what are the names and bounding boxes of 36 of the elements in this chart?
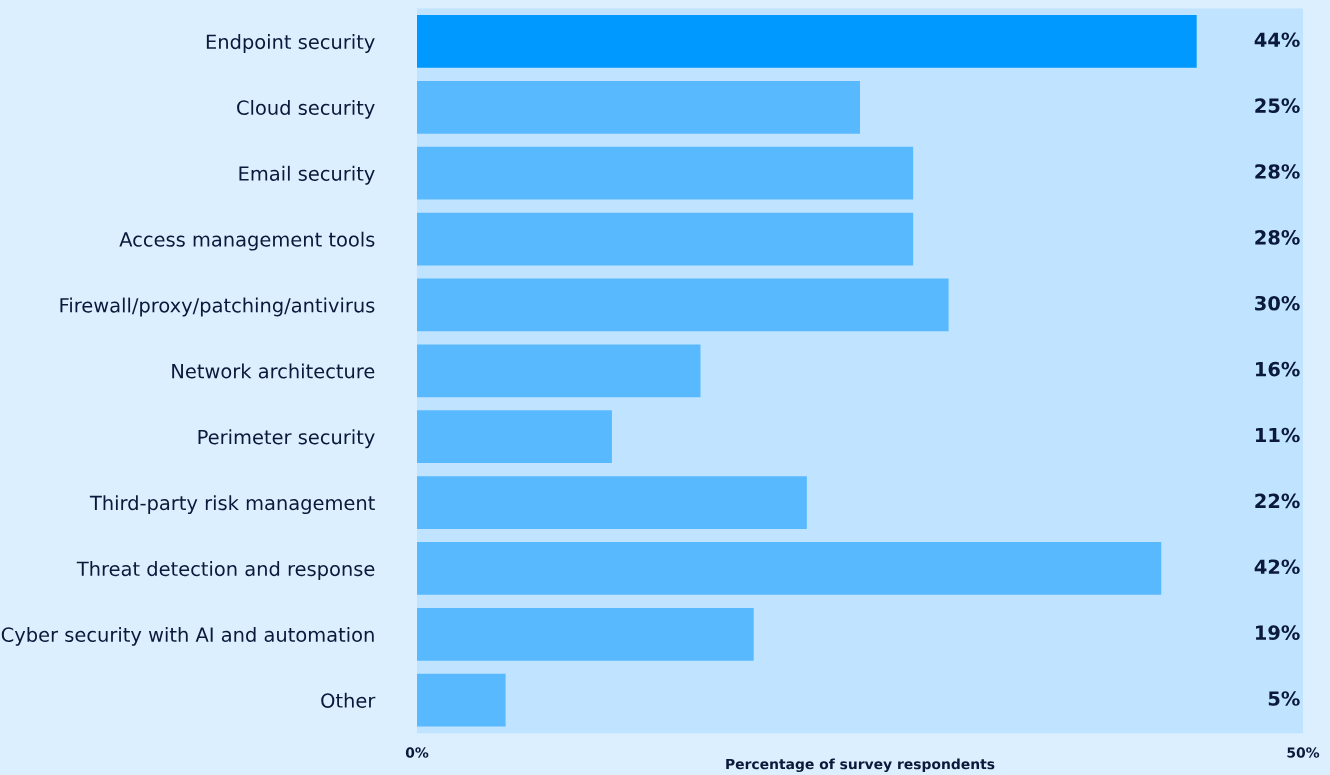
y-tick-label: Other <box>321 692 376 708</box>
data-label: 5% <box>1268 691 1300 706</box>
x-tick-label: 50% <box>1287 747 1320 758</box>
bar <box>417 278 949 332</box>
y-tick-label: Cyber security with AI and automation <box>1 626 374 646</box>
bar <box>417 410 612 464</box>
bar <box>417 80 860 134</box>
bar <box>417 344 701 398</box>
data-label: 28% <box>1255 164 1300 179</box>
data-label: 44% <box>1254 32 1300 48</box>
y-tick-label: Firewall/proxy/patching/antivirus <box>60 297 375 317</box>
data-label: 25% <box>1255 98 1300 113</box>
y-tick-label: Network architecture <box>172 363 375 379</box>
data-label: 11% <box>1255 427 1300 443</box>
data-label: 28% <box>1255 230 1300 245</box>
y-tick-label: Email security <box>239 165 375 185</box>
data-label: 22% <box>1255 493 1300 509</box>
x-axis-title: Percentage of survey respondents <box>726 758 995 773</box>
bar <box>417 476 807 529</box>
y-tick-label: Endpoint security <box>206 34 375 53</box>
data-label: 16% <box>1255 361 1300 377</box>
data-label: 19% <box>1255 625 1300 640</box>
data-label: 42% <box>1254 559 1300 575</box>
y-tick-label: Threat detection and response <box>76 561 375 580</box>
bar <box>417 146 914 200</box>
bar <box>417 542 1162 595</box>
bar <box>417 673 506 727</box>
bar <box>417 15 1197 68</box>
data-label: 30% <box>1255 295 1300 311</box>
y-tick-label: Access management tools <box>119 231 375 251</box>
y-tick-label: Third-party risk management <box>89 495 375 515</box>
bar <box>417 212 914 266</box>
y-tick-label: Cloud security <box>237 99 375 119</box>
x-tick-label: 0% <box>405 747 429 758</box>
bar <box>417 607 754 661</box>
y-tick-label: Perimeter security <box>198 429 375 449</box>
